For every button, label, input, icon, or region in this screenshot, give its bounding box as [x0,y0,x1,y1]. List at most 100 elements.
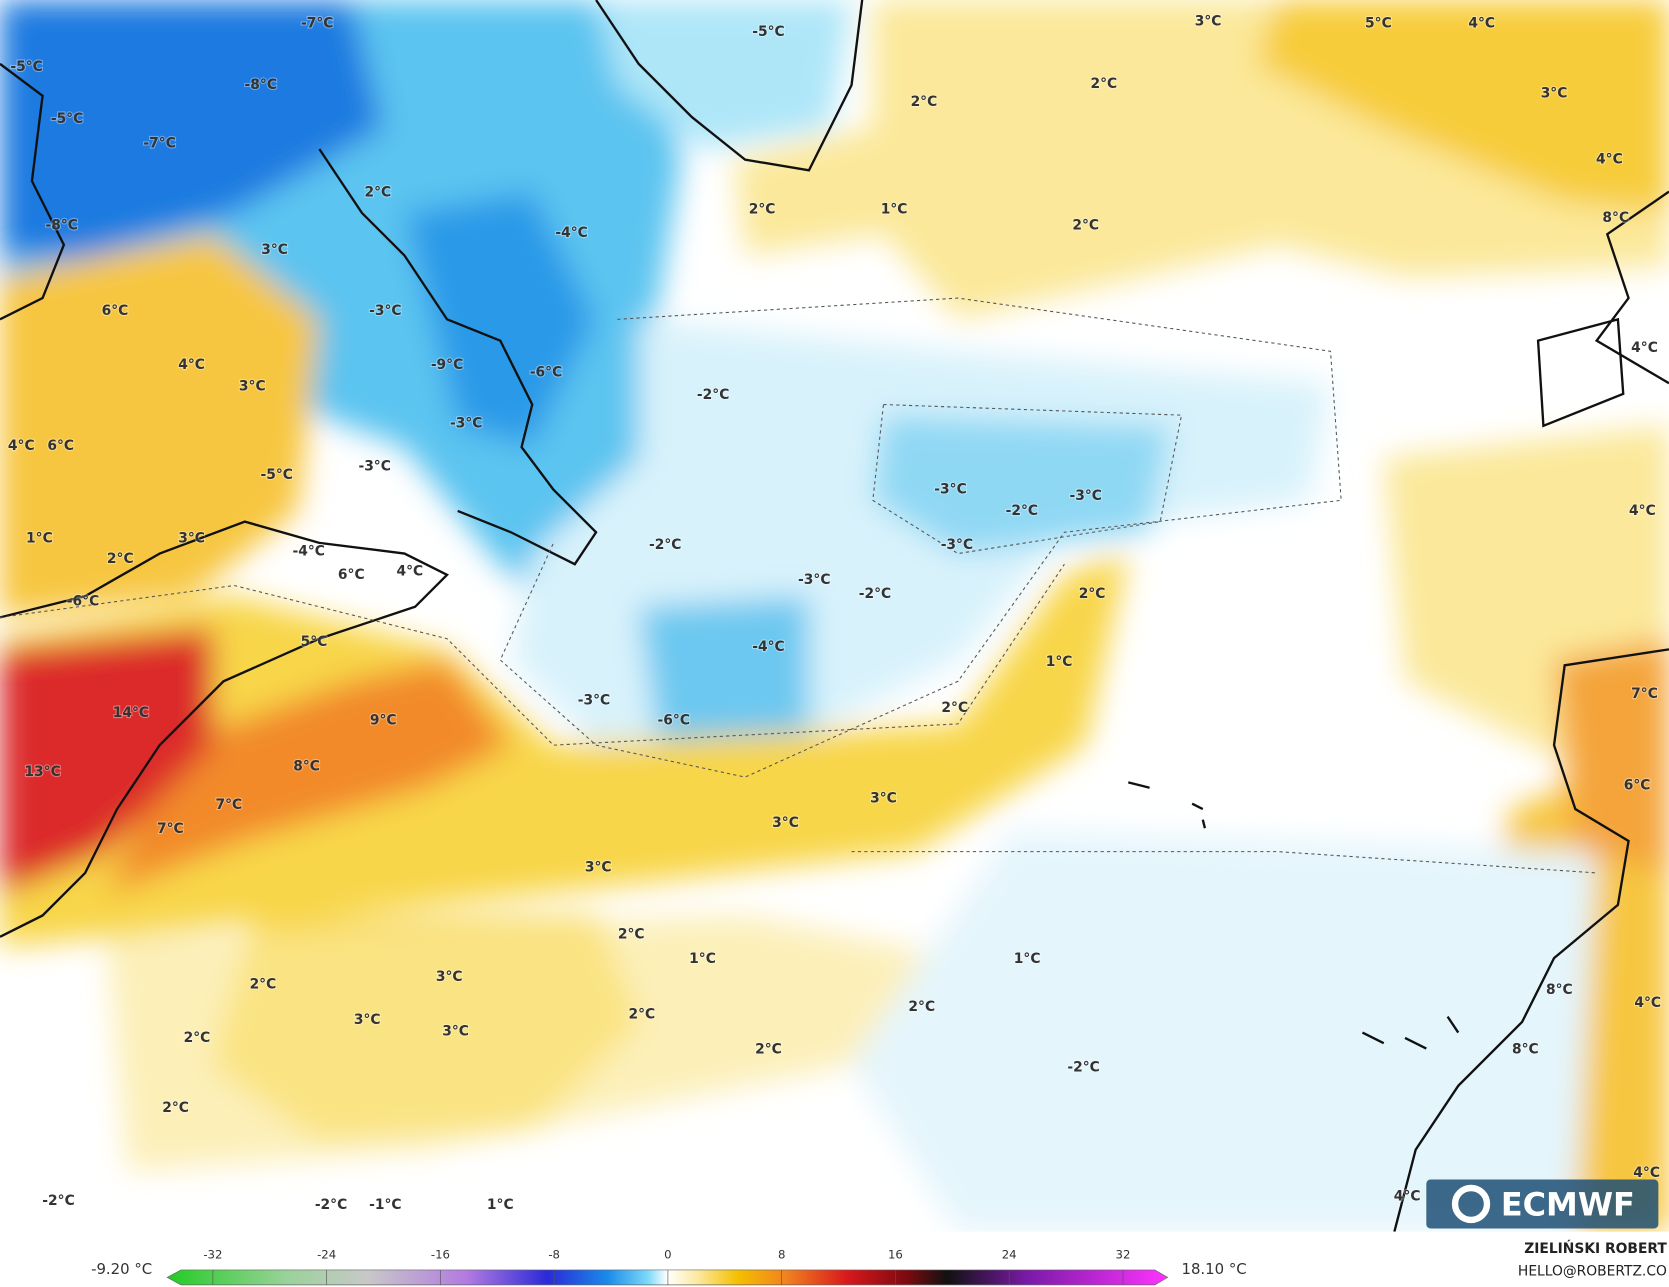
temperature-label: 4°C [1634,995,1661,1011]
temperature-label: -3°C [358,458,390,474]
temperature-label: 1°C [1046,654,1073,670]
temperature-label: 3°C [354,1012,381,1028]
temperature-label: -4°C [752,639,784,655]
temperature-label: 4°C [1596,152,1623,168]
temperature-label: -3°C [1069,488,1101,504]
temperature-label: 2°C [365,185,392,201]
temperature-label: -1°C [369,1197,401,1213]
temperature-label: -4°C [292,543,324,559]
temperature-label: 1°C [487,1197,514,1213]
temperature-label: 3°C [261,242,288,258]
temperature-label: 2°C [628,1006,655,1022]
temperature-label: 7°C [216,797,243,813]
temperature-label: 2°C [749,202,776,218]
temperature-label: 8°C [293,758,320,774]
temperature-label: 2°C [162,1100,189,1116]
temperature-label: 4°C [1629,503,1656,519]
temperature-label: -6°C [658,713,690,729]
temperature-label: -2°C [315,1197,347,1213]
temperature-label: 3°C [1195,13,1222,29]
temperature-label: -7°C [301,15,333,31]
colorbar-min: -9.20 °C [91,1260,152,1278]
temperature-label: 8°C [1602,210,1629,226]
temperature-label: -5°C [51,111,83,127]
temperature-label: -3°C [369,303,401,319]
author: ZIELIŃSKI ROBERT [1524,1239,1667,1257]
temperature-label: 1°C [1014,951,1041,967]
temperature-label: -2°C [1067,1060,1099,1076]
temperature-label: 4°C [1631,340,1658,356]
logo-text: ECMWF [1501,1186,1635,1224]
temperature-label: -6°C [530,365,562,381]
temperature-label: 2°C [1079,586,1106,602]
temperature-label: 2°C [908,999,935,1015]
colorbar: -9.20 °C 18.10 °C -32 -24 -16 -8 0 8 16 24 32 [91,1248,1247,1286]
temperature-label: -3°C [450,416,482,432]
temperature-labels: -7°C -5°C 3°C 5°C 4°C -5°C -8°C 2°C 2°C 3°C -5°C -7… [7,12,1662,1214]
temperature-label: 6°C [338,567,365,583]
temperature-label: 4°C [1633,1165,1660,1181]
temperature-label: 1°C [881,202,908,218]
colorbar-tick-label: -24 [317,1248,336,1262]
temperature-label: 3°C [239,378,266,394]
temperature-label: 3°C [585,860,612,876]
temperature-label: 6°C [47,438,74,454]
temperature-label: 6°C [102,303,129,319]
temperature-label: 1°C [689,951,716,967]
temperature-label: 2°C [941,700,968,716]
temperature-label: 6°C [1624,778,1651,794]
temperature-label: 4°C [1468,15,1495,31]
temperature-label: 2°C [618,927,645,943]
temperature-label: 3°C [178,531,205,547]
temperature-label: 2°C [250,977,277,993]
temperature-label: -2°C [859,586,891,602]
colorbar-tick-label: -32 [203,1248,222,1262]
colorbar-tick-label: -8 [548,1248,560,1262]
temperature-label: 3°C [870,790,897,806]
colorbar-scale [166,1269,1169,1286]
temperature-label: -8°C [46,218,78,234]
colorbar-max: 18.10 °C [1181,1260,1246,1278]
map-field [0,0,1669,1232]
temperature-label: -6°C [67,593,99,609]
temperature-label: -9°C [431,357,463,373]
temperature-label: 7°C [1631,686,1658,702]
coastlines [0,0,1669,1232]
temperature-label: 2°C [911,94,938,110]
temperature-label: -5°C [10,59,42,75]
temperature-label: 4°C [396,564,423,580]
temperature-label: 2°C [184,1030,211,1046]
temperature-label: -2°C [42,1193,74,1209]
temperature-label: 13°C [24,764,60,780]
temperature-label: 3°C [1541,86,1568,102]
temperature-label: -5°C [261,467,293,483]
temperature-label: 3°C [436,969,463,985]
temperature-label: -3°C [941,537,973,553]
temperature-label: 7°C [157,821,184,837]
temperature-label: 14°C [113,705,149,721]
temperature-label: -7°C [143,136,175,152]
temperature-label: 2°C [1090,76,1117,92]
colorbar-tick-label: -16 [431,1248,450,1262]
temperature-label: -5°C [752,24,784,40]
contact: HELLO@ROBERTZ.CO [1518,1263,1667,1279]
temperature-label: -3°C [578,692,610,708]
temperature-label: 9°C [370,713,397,729]
temperature-label: 4°C [178,357,205,373]
temperature-label: 2°C [1072,218,1099,234]
logo: ECMWF [1426,1179,1659,1229]
colorbar-tick-label: 8 [778,1248,785,1262]
contours [0,297,1597,874]
temperature-label: 2°C [107,551,134,567]
temperature-label: -3°C [798,572,830,588]
temperature-label: 2°C [755,1042,782,1058]
temperature-label: 8°C [1546,982,1573,998]
temperature-label: 4°C [1394,1189,1421,1205]
temperature-label: 3°C [442,1024,469,1040]
temperature-label: -4°C [555,225,587,241]
temperature-label: 4°C [8,438,35,454]
colorbar-tick-label: 0 [664,1248,671,1262]
colorbar-tick-label: 24 [1002,1248,1017,1262]
temperature-label: -2°C [649,537,681,553]
